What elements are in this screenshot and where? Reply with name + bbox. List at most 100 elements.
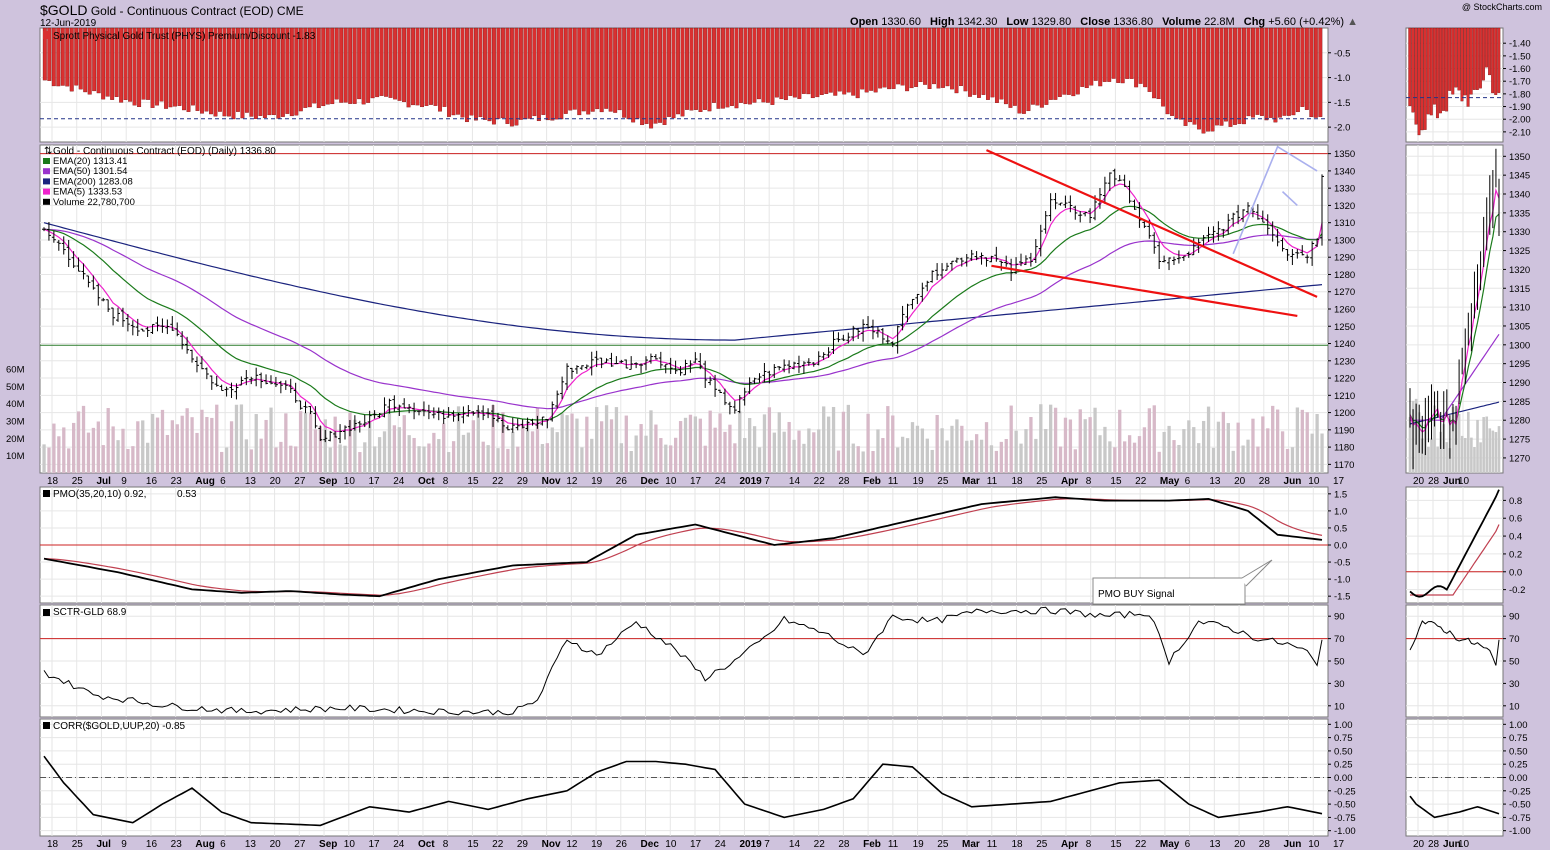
volume-bar xyxy=(772,432,776,473)
x-tick-label: 8 xyxy=(443,839,449,850)
volume-bar xyxy=(955,419,959,473)
premium-bar xyxy=(1183,27,1188,126)
x-tick-label: Apr xyxy=(1061,476,1078,487)
premium-side-y-tick: -1.50 xyxy=(1509,51,1531,62)
volume-bar xyxy=(1315,414,1319,473)
rising-channel xyxy=(1232,145,1318,255)
premium-bar xyxy=(500,27,505,119)
premium-bar xyxy=(442,27,447,107)
volume-bar xyxy=(974,434,979,473)
side-premium-bar xyxy=(1423,27,1427,130)
volume-bar xyxy=(353,419,357,473)
sctr-side-y-tick: 70 xyxy=(1509,634,1520,645)
premium-bar xyxy=(734,27,739,109)
premium-bar xyxy=(527,27,532,119)
x-tick-label: 16 xyxy=(146,476,158,487)
price-y-tick: 1270 xyxy=(1334,287,1355,298)
premium-side-y-tick: -1.80 xyxy=(1509,89,1531,100)
x-tick-label: May xyxy=(1160,476,1180,487)
premium-bar xyxy=(694,27,698,110)
x-tick-label: 28 xyxy=(1259,839,1271,850)
premium-bar xyxy=(819,27,824,95)
volume-bar xyxy=(807,428,811,473)
corr-y-tick: 0.50 xyxy=(1334,746,1353,757)
volume-bar xyxy=(639,424,643,473)
premium-bar xyxy=(159,27,164,102)
premium-bar xyxy=(613,27,618,113)
corr-side-y-tick: 0.75 xyxy=(1509,733,1528,744)
premium-bar xyxy=(1300,27,1305,107)
volume-bar xyxy=(412,437,416,473)
premium-bar xyxy=(994,27,999,103)
premium-bar xyxy=(397,27,402,101)
volume-bar xyxy=(525,421,530,473)
side-x-tick-label: 10 xyxy=(1458,839,1470,850)
premium-bar xyxy=(1255,27,1260,115)
side-premium-bar xyxy=(1451,27,1455,95)
premium-bar xyxy=(240,27,245,119)
volume-bar xyxy=(303,412,308,473)
volume-bar xyxy=(318,426,323,473)
premium-bar xyxy=(429,27,433,105)
premium-bar xyxy=(837,27,842,92)
premium-bar xyxy=(1286,27,1291,116)
premium-bar xyxy=(213,27,218,117)
volume-bar xyxy=(530,431,535,473)
pmo-side-y-tick: 0.2 xyxy=(1509,549,1522,560)
premium-bar xyxy=(815,27,820,98)
volume-value: 22.8M xyxy=(1204,16,1235,28)
volume-bar xyxy=(1132,442,1137,473)
x-tick-label: 25 xyxy=(72,839,84,850)
premium-bar xyxy=(141,27,146,100)
volume-bar xyxy=(1118,409,1122,473)
premium-bar xyxy=(78,27,83,90)
premium-bar xyxy=(361,27,366,105)
volume-bar xyxy=(767,407,772,473)
premium-bar xyxy=(186,27,191,112)
volume-bar xyxy=(1024,429,1028,473)
volume-bar xyxy=(1127,435,1132,473)
x-tick-label: Feb xyxy=(863,476,881,487)
side-premium-bar xyxy=(1432,27,1436,105)
volume-bar xyxy=(106,408,110,473)
x-tick-label: 22 xyxy=(1135,476,1147,487)
volume-bar xyxy=(397,427,401,473)
x-tick-label: Aug xyxy=(195,476,214,487)
volume-bar xyxy=(891,415,895,473)
side-premium-bar xyxy=(1478,27,1482,89)
volume-bar xyxy=(886,406,890,473)
side-x-tick-label: 28 xyxy=(1428,476,1440,487)
premium-bar xyxy=(348,27,353,104)
sctr-side-y-tick: 90 xyxy=(1509,612,1520,623)
volume-bar xyxy=(1068,419,1073,473)
side-premium-bar xyxy=(1442,27,1446,111)
volume-bar xyxy=(160,409,165,473)
x-tick-label: 18 xyxy=(1012,839,1024,850)
volume-bar xyxy=(881,438,885,473)
pmo-side-y-tick: -0.2 xyxy=(1509,585,1525,596)
volume-bar xyxy=(244,439,249,473)
volume-bar xyxy=(896,447,900,473)
x-tick-label: 2019 xyxy=(739,839,762,850)
premium-bar xyxy=(1035,27,1040,106)
high-label: High xyxy=(930,16,955,28)
volume-bar xyxy=(826,416,831,473)
price-side-y-tick: 1280 xyxy=(1509,416,1530,427)
x-tick-label: 9 xyxy=(121,839,127,850)
volume-y-tick: 50M xyxy=(6,382,25,393)
x-tick-label: Mar xyxy=(962,839,980,850)
volume-bar xyxy=(614,407,619,473)
x-tick-label: Sep xyxy=(319,476,337,487)
volume-bar xyxy=(777,412,781,473)
price-side-y-tick: 1290 xyxy=(1509,378,1530,389)
sctr-line xyxy=(43,606,1323,716)
volume-bar xyxy=(481,441,485,473)
side-volume-bar xyxy=(1436,446,1439,473)
volume-bar xyxy=(1167,425,1171,473)
volume-bar xyxy=(298,411,303,473)
volume-bar xyxy=(866,413,870,473)
volume-bar xyxy=(599,421,604,473)
premium-bar xyxy=(864,27,869,93)
x-tick-label: 8 xyxy=(443,476,449,487)
